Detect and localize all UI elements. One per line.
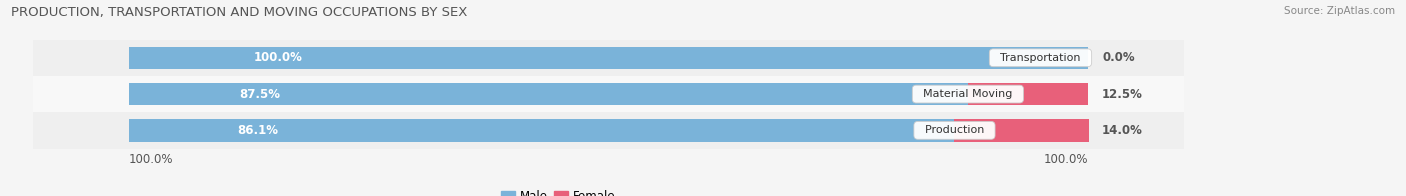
Bar (129, 46, 1088, 69)
Text: Production: Production (918, 125, 991, 135)
Text: 87.5%: 87.5% (239, 88, 280, 101)
Bar (34, 40, 1184, 76)
Bar (967, 83, 1088, 105)
Bar (955, 119, 1088, 142)
Bar (129, 119, 955, 142)
Bar (34, 112, 1184, 149)
Text: 14.0%: 14.0% (1102, 124, 1143, 137)
Text: PRODUCTION, TRANSPORTATION AND MOVING OCCUPATIONS BY SEX: PRODUCTION, TRANSPORTATION AND MOVING OC… (11, 6, 468, 19)
Text: Source: ZipAtlas.com: Source: ZipAtlas.com (1284, 6, 1395, 16)
Text: 86.1%: 86.1% (238, 124, 278, 137)
Bar (34, 76, 1184, 112)
Text: Transportation: Transportation (993, 53, 1088, 63)
Text: 0.0%: 0.0% (1102, 51, 1135, 64)
Text: Material Moving: Material Moving (917, 89, 1019, 99)
Bar (129, 83, 967, 105)
Text: 100.0%: 100.0% (1043, 153, 1088, 166)
Text: 100.0%: 100.0% (253, 51, 302, 64)
Text: 12.5%: 12.5% (1102, 88, 1143, 101)
Text: 100.0%: 100.0% (129, 153, 173, 166)
Legend: Male, Female: Male, Female (496, 186, 620, 196)
